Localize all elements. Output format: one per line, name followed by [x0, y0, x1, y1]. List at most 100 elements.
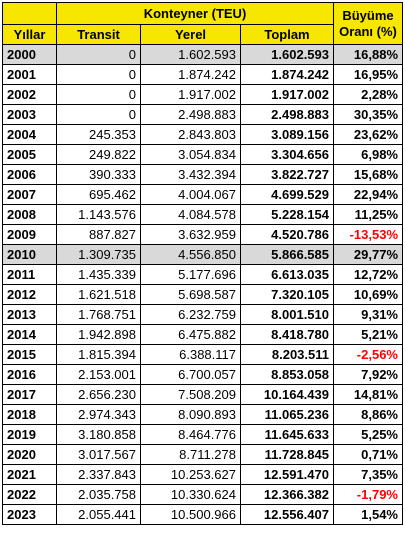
- growth-cell: 6,98%: [333, 144, 403, 165]
- transit-cell: 245.353: [56, 124, 141, 145]
- growth-cell: 30,35%: [333, 104, 403, 125]
- container-teu-table: Konteyner (TEU) Büyüme Oranı (%) Yıllar …: [2, 2, 403, 525]
- yerel-cell: 5.698.587: [140, 284, 241, 305]
- toplam-cell: 4.520.786: [240, 224, 334, 245]
- year-cell: 2015: [2, 344, 57, 365]
- transit-cell: 249.822: [56, 144, 141, 165]
- growth-cell: -2,56%: [333, 344, 403, 365]
- toplam-cell: 8.853.058: [240, 364, 334, 385]
- year-cell: 2016: [2, 364, 57, 385]
- yerel-cell: 1.874.242: [140, 64, 241, 85]
- yerel-cell: 2.843.803: [140, 124, 241, 145]
- toplam-cell: 3.304.656: [240, 144, 334, 165]
- table-row: 2000 0 1.602.593 1.602.593 16,88%: [2, 44, 403, 65]
- toplam-cell: 5.866.585: [240, 244, 334, 265]
- transit-cell: 0: [56, 84, 141, 105]
- yerel-cell: 3.632.959: [140, 224, 241, 245]
- year-cell: 2019: [2, 424, 57, 445]
- toplam-cell: 8.001.510: [240, 304, 334, 325]
- year-cell: 2010: [2, 244, 57, 265]
- growth-cell: 14,81%: [333, 384, 403, 405]
- toplam-cell: 8.418.780: [240, 324, 334, 345]
- transit-cell: 0: [56, 44, 141, 65]
- column-header-transit: Transit: [56, 24, 141, 45]
- yerel-cell: 3.432.394: [140, 164, 241, 185]
- year-cell: 2014: [2, 324, 57, 345]
- year-cell: 2023: [2, 504, 57, 525]
- table-row: 2022 2.035.758 10.330.624 12.366.382 -1,79%: [2, 484, 403, 505]
- year-cell: 2002: [2, 84, 57, 105]
- growth-cell: 5,25%: [333, 424, 403, 445]
- growth-cell: 5,21%: [333, 324, 403, 345]
- table-row: 2015 1.815.394 6.388.117 8.203.511 -2,56%: [2, 344, 403, 365]
- growth-cell: 23,62%: [333, 124, 403, 145]
- toplam-cell: 3.822.727: [240, 164, 334, 185]
- transit-cell: 1.621.518: [56, 284, 141, 305]
- table-row: 2008 1.143.576 4.084.578 5.228.154 11,25%: [2, 204, 403, 225]
- growth-cell: 11,25%: [333, 204, 403, 225]
- transit-cell: 0: [56, 104, 141, 125]
- yerel-cell: 6.700.057: [140, 364, 241, 385]
- year-cell: 2007: [2, 184, 57, 205]
- group-header: Konteyner (TEU): [56, 2, 334, 25]
- growth-cell: 10,69%: [333, 284, 403, 305]
- transit-cell: 2.035.758: [56, 484, 141, 505]
- growth-cell: 7,35%: [333, 464, 403, 485]
- table-body: 2000 0 1.602.593 1.602.593 16,88% 2001 0 1.874.…: [2, 44, 403, 525]
- yerel-cell: 4.004.067: [140, 184, 241, 205]
- yerel-cell: 8.090.893: [140, 404, 241, 425]
- toplam-cell: 7.320.105: [240, 284, 334, 305]
- yerel-cell: 1.602.593: [140, 44, 241, 65]
- toplam-cell: 6.613.035: [240, 264, 334, 285]
- toplam-cell: 11.728.845: [240, 444, 334, 465]
- yerel-cell: 3.054.834: [140, 144, 241, 165]
- year-cell: 2018: [2, 404, 57, 425]
- table-row: 2012 1.621.518 5.698.587 7.320.105 10,69%: [2, 284, 403, 305]
- column-header-toplam: Toplam: [240, 24, 334, 45]
- growth-cell: 7,92%: [333, 364, 403, 385]
- year-cell: 2001: [2, 64, 57, 85]
- transit-cell: 1.815.394: [56, 344, 141, 365]
- yerel-cell: 4.556.850: [140, 244, 241, 265]
- yerel-cell: 8.464.776: [140, 424, 241, 445]
- column-header-yerel: Yerel: [140, 24, 241, 45]
- year-cell: 2004: [2, 124, 57, 145]
- table-row: 2009 887.827 3.632.959 4.520.786 -13,53%: [2, 224, 403, 245]
- toplam-cell: 11.065.236: [240, 404, 334, 425]
- year-cell: 2006: [2, 164, 57, 185]
- toplam-cell: 4.699.529: [240, 184, 334, 205]
- transit-cell: 2.153.001: [56, 364, 141, 385]
- transit-cell: 695.462: [56, 184, 141, 205]
- table-row: 2001 0 1.874.242 1.874.242 16,95%: [2, 64, 403, 85]
- transit-cell: 0: [56, 64, 141, 85]
- growth-header: Büyüme Oranı (%): [333, 2, 403, 45]
- table-row: 2023 2.055.441 10.500.966 12.556.407 1,54%: [2, 504, 403, 525]
- year-cell: 2009: [2, 224, 57, 245]
- yerel-cell: 5.177.696: [140, 264, 241, 285]
- yerel-cell: 10.330.624: [140, 484, 241, 505]
- year-cell: 2003: [2, 104, 57, 125]
- table-row: 2019 3.180.858 8.464.776 11.645.633 5,25%: [2, 424, 403, 445]
- year-cell: 2017: [2, 384, 57, 405]
- growth-cell: 15,68%: [333, 164, 403, 185]
- toplam-cell: 1.874.242: [240, 64, 334, 85]
- table-row: 2011 1.435.339 5.177.696 6.613.035 12,72%: [2, 264, 403, 285]
- yerel-cell: 6.388.117: [140, 344, 241, 365]
- toplam-cell: 8.203.511: [240, 344, 334, 365]
- table-row: 2010 1.309.735 4.556.850 5.866.585 29,77%: [2, 244, 403, 265]
- year-cell: 2022: [2, 484, 57, 505]
- growth-cell: 22,94%: [333, 184, 403, 205]
- toplam-cell: 1.602.593: [240, 44, 334, 65]
- growth-cell: 9,31%: [333, 304, 403, 325]
- table-row: 2021 2.337.843 10.253.627 12.591.470 7,35%: [2, 464, 403, 485]
- yerel-cell: 8.711.278: [140, 444, 241, 465]
- growth-cell: 0,71%: [333, 444, 403, 465]
- column-header-year: Yıllar: [2, 24, 57, 45]
- yerel-cell: 6.232.759: [140, 304, 241, 325]
- table-row: 2003 0 2.498.883 2.498.883 30,35%: [2, 104, 403, 125]
- growth-cell: 1,54%: [333, 504, 403, 525]
- growth-cell: 29,77%: [333, 244, 403, 265]
- yerel-cell: 7.508.209: [140, 384, 241, 405]
- year-cell: 2021: [2, 464, 57, 485]
- table-row: 2007 695.462 4.004.067 4.699.529 22,94%: [2, 184, 403, 205]
